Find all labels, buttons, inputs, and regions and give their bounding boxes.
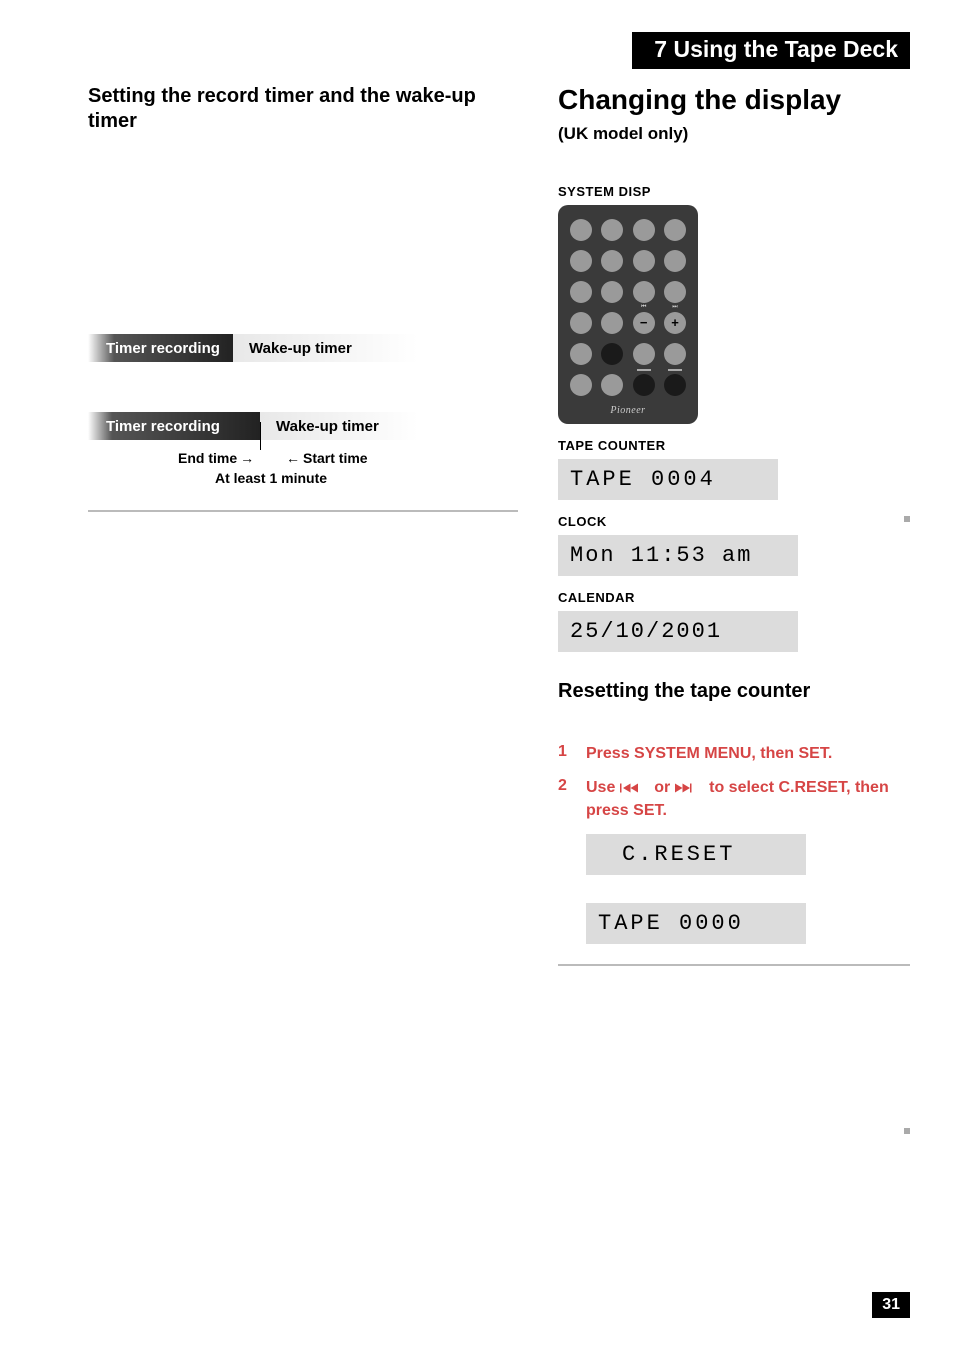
remote-button xyxy=(633,343,655,365)
label-end-time: End time xyxy=(178,450,254,466)
remote-minus-button: ⏮− xyxy=(633,312,655,334)
remote-button xyxy=(601,250,623,272)
remote-brand-label: Pioneer xyxy=(570,405,686,416)
display-tape-zero: TAPE 0000 xyxy=(586,903,806,944)
remote-button xyxy=(664,250,686,272)
remote-button xyxy=(601,219,623,241)
prev-track-icon xyxy=(620,782,650,794)
columns: Setting the record timer and the wake-up… xyxy=(88,84,910,990)
divider-tick xyxy=(904,1128,910,1134)
remote-button xyxy=(633,374,655,396)
remote-button xyxy=(601,312,623,334)
timer-diagram: Timer recording Wake-up timer Timer reco… xyxy=(88,334,518,440)
remote-button xyxy=(570,250,592,272)
remote-button xyxy=(633,250,655,272)
next-track-icon xyxy=(675,782,705,794)
remote-button xyxy=(664,374,686,396)
step-text: Press SYSTEM MENU, then SET. xyxy=(586,743,910,765)
chapter-heading: 7 Using the Tape Deck xyxy=(632,32,910,69)
segment-timer-recording: Timer recording xyxy=(88,334,233,362)
section-divider xyxy=(88,510,518,512)
right-column: Changing the display (UK model only) SYS… xyxy=(558,84,910,990)
remote-button xyxy=(570,374,592,396)
divider-tick xyxy=(904,516,910,522)
timer-bar-1: Timer recording Wake-up timer xyxy=(88,334,418,362)
step-text-part: or xyxy=(650,779,675,796)
left-column: Setting the record timer and the wake-up… xyxy=(88,84,518,990)
section-heading-timers: Setting the record timer and the wake-up… xyxy=(88,84,518,134)
section-divider xyxy=(558,964,910,966)
page-number: 31 xyxy=(872,1292,910,1318)
step-number: 2 xyxy=(558,777,572,822)
segment-wakeup-timer: Wake-up timer xyxy=(260,412,418,440)
segment-timer-recording: Timer recording xyxy=(88,412,260,440)
section-heading-display: Changing the display xyxy=(558,84,910,116)
remote-button xyxy=(570,281,592,303)
display-creset: C.RESET xyxy=(586,834,806,875)
divider-line xyxy=(260,422,261,450)
remote-plus-button: ⏭+ xyxy=(664,312,686,334)
remote-button xyxy=(633,281,655,303)
segment-wakeup-timer: Wake-up timer xyxy=(233,334,418,362)
remote-control-illustration: ⏮− ⏭+ Pioneer xyxy=(558,205,698,424)
heading-reset-counter: Resetting the tape counter xyxy=(558,680,910,703)
label-calendar: CALENDAR xyxy=(558,590,910,605)
subheading-uk-model: (UK model only) xyxy=(558,124,910,144)
remote-button xyxy=(601,281,623,303)
manual-page: 7 Using the Tape Deck Setting the record… xyxy=(0,0,954,1348)
remote-button xyxy=(664,281,686,303)
label-system-disp: SYSTEM DISP xyxy=(558,184,910,199)
label-at-least: At least 1 minute xyxy=(186,470,356,486)
step-1: 1 Press SYSTEM MENU, then SET. xyxy=(558,743,910,765)
label-start-time: Start time xyxy=(286,450,368,466)
remote-button xyxy=(633,219,655,241)
display-tape-counter: TAPE 0004 xyxy=(558,459,778,500)
step-text: Use or to select C.RESET, then press SET… xyxy=(586,777,910,822)
remote-button xyxy=(570,219,592,241)
remote-button xyxy=(664,343,686,365)
step-2: 2 Use or to select C.RESET, then press S… xyxy=(558,777,910,822)
remote-button xyxy=(664,219,686,241)
display-clock: Mon 11:53 am xyxy=(558,535,798,576)
step-number: 1 xyxy=(558,743,572,765)
remote-button xyxy=(570,343,592,365)
label-clock: CLOCK xyxy=(558,514,910,529)
remote-button xyxy=(601,374,623,396)
timer-bar-2: Timer recording Wake-up timer xyxy=(88,412,418,440)
remote-button xyxy=(570,312,592,334)
display-calendar: 25/10/2001 xyxy=(558,611,798,652)
remote-button xyxy=(601,343,623,365)
label-tape-counter: TAPE COUNTER xyxy=(558,438,910,453)
step-text-part: Use xyxy=(586,779,620,796)
